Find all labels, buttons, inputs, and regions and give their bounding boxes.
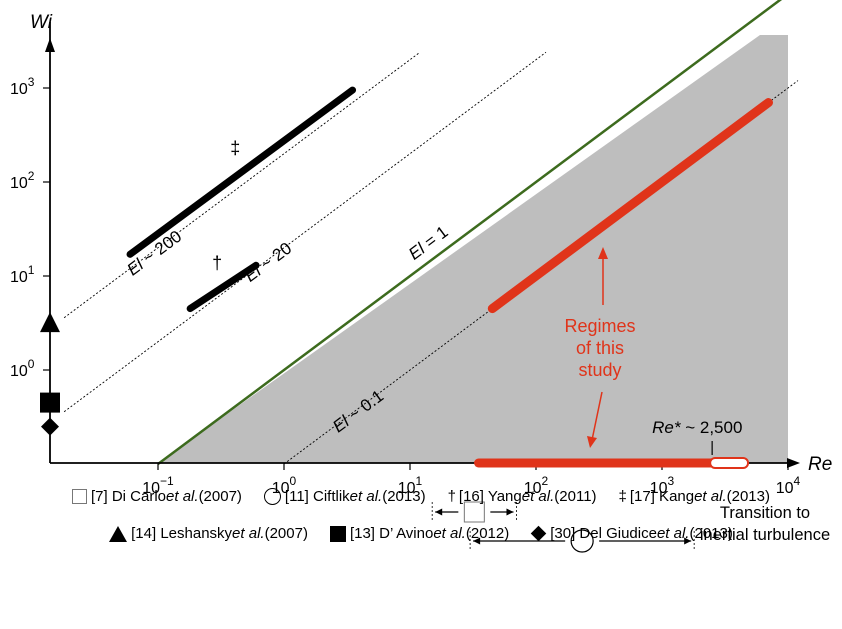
open-circle-icon bbox=[263, 488, 281, 505]
transition-label: inertial turbulence bbox=[700, 526, 830, 544]
el-line-solid bbox=[157, 0, 783, 466]
series-segment bbox=[186, 261, 260, 313]
transition-label: Transition to bbox=[720, 504, 810, 522]
legend-year: (2013) bbox=[726, 488, 770, 505]
range-arrowhead bbox=[506, 508, 514, 516]
legend-entry-di-carlo: [7] Di Carlo et al. (2007) bbox=[72, 488, 242, 505]
x-axis-arrow bbox=[787, 458, 800, 468]
del-giudice-marker bbox=[41, 417, 59, 436]
legend-entry-ciftlik: [11] Ciftlik et al. (2013) bbox=[263, 488, 426, 505]
legend-ref: [30] Del Giudice bbox=[550, 525, 657, 542]
range-arrowhead bbox=[684, 537, 692, 545]
legend-etal: et al. bbox=[166, 488, 199, 505]
legend-year: (2007) bbox=[198, 488, 242, 505]
legend-year: (2013) bbox=[382, 488, 426, 505]
y-axis-label: Wi bbox=[30, 12, 53, 33]
y-tick-label: 102 bbox=[10, 169, 35, 192]
legend-etal: et al. bbox=[433, 525, 466, 542]
regimes-arrowhead-down bbox=[587, 436, 597, 448]
legend-year: (2011) bbox=[554, 488, 597, 505]
legend-ref: [14] Leshansky bbox=[131, 525, 233, 542]
legend-etal: et al. bbox=[656, 525, 690, 542]
x-tick-label: 102 bbox=[524, 474, 549, 497]
x-tick-label: 103 bbox=[650, 474, 675, 497]
series-symbol-label: † bbox=[212, 253, 222, 273]
regimes-label: study bbox=[578, 360, 621, 380]
di-carlo-marker bbox=[463, 501, 485, 523]
legend-etal: et al. bbox=[349, 488, 383, 505]
legend-entry-leshansky: [14] Leshansky et al. (2007) bbox=[109, 525, 308, 542]
legend-year: (2007) bbox=[264, 525, 308, 542]
leshansky-marker bbox=[40, 312, 60, 333]
legend-ref: [11] Ciftlik bbox=[284, 488, 350, 505]
y-axis-arrow bbox=[45, 38, 55, 52]
inertia-dominated-region bbox=[158, 35, 788, 463]
series-symbol-label: ‡ bbox=[230, 138, 240, 158]
legend-row-1: [7] Di Carlo et al. (2007) [11] Ciftlik … bbox=[0, 488, 842, 505]
x-tick-label: 104 bbox=[776, 474, 801, 497]
y-tick-label: 103 bbox=[10, 75, 35, 98]
legend-year: (2013) bbox=[689, 525, 733, 542]
double-dagger-icon: ‡ bbox=[618, 488, 627, 505]
davino-marker bbox=[40, 392, 60, 413]
legend-entry-yang: † [16] Yang et al. (2011) bbox=[448, 488, 597, 505]
filled-square-icon bbox=[329, 525, 346, 542]
series-segment bbox=[126, 86, 357, 258]
el-line-label: El = 1 bbox=[405, 222, 452, 264]
legend-ref: [17] Kang bbox=[629, 488, 695, 505]
regimes-arrow-down bbox=[591, 391, 603, 441]
x-tick-label: 101 bbox=[398, 474, 423, 497]
regimes-arrowhead-up bbox=[598, 247, 608, 259]
data-series: ‡† bbox=[40, 86, 773, 469]
gray-region bbox=[158, 35, 788, 463]
regimes-label: of this bbox=[576, 338, 624, 358]
dagger-icon: † bbox=[447, 488, 456, 505]
study-re-extension bbox=[709, 457, 750, 469]
legend-ref: [16] Yang bbox=[458, 488, 522, 505]
range-arrowhead bbox=[473, 537, 481, 545]
legend-entry-davino: [13] D’ Avino et al. (2012) bbox=[329, 525, 510, 542]
y-tick-label: 100 bbox=[10, 357, 35, 380]
el-line-dotted bbox=[63, 51, 421, 319]
filled-diamond-icon bbox=[530, 525, 547, 542]
legend-row-2: [14] Leshansky et al. (2007) [13] D’ Avi… bbox=[0, 525, 842, 542]
el-line-dotted bbox=[63, 51, 547, 413]
filled-triangle-icon bbox=[109, 525, 128, 542]
series-segment bbox=[487, 98, 773, 314]
open-square-icon bbox=[72, 489, 87, 504]
x-tick-label: 10−1 bbox=[142, 474, 174, 497]
regimes-label: Regimes bbox=[564, 316, 635, 336]
ciftlik-marker bbox=[570, 529, 594, 553]
legend-etal: et al. bbox=[232, 525, 265, 542]
legend-entry-del-giudice: [30] Del Giudice et al. (2013) bbox=[530, 525, 733, 542]
legend-entry-kang: ‡ [17] Kang et al. (2013) bbox=[619, 488, 770, 505]
legend-ref: [13] D’ Avino bbox=[349, 525, 434, 542]
legend-etal: et al. bbox=[694, 488, 727, 505]
re-star-label: Re* ~ 2,500 bbox=[652, 418, 742, 437]
el-line-label: El ~ 20 bbox=[241, 239, 295, 286]
range-arrowhead bbox=[435, 508, 443, 516]
legend-etal: et al. bbox=[521, 488, 555, 505]
legend-year: (2012) bbox=[465, 525, 510, 542]
y-tick-label: 101 bbox=[10, 263, 35, 286]
legend-ref: [7] Di Carlo bbox=[91, 488, 167, 505]
x-axis-label: Re bbox=[808, 454, 832, 475]
